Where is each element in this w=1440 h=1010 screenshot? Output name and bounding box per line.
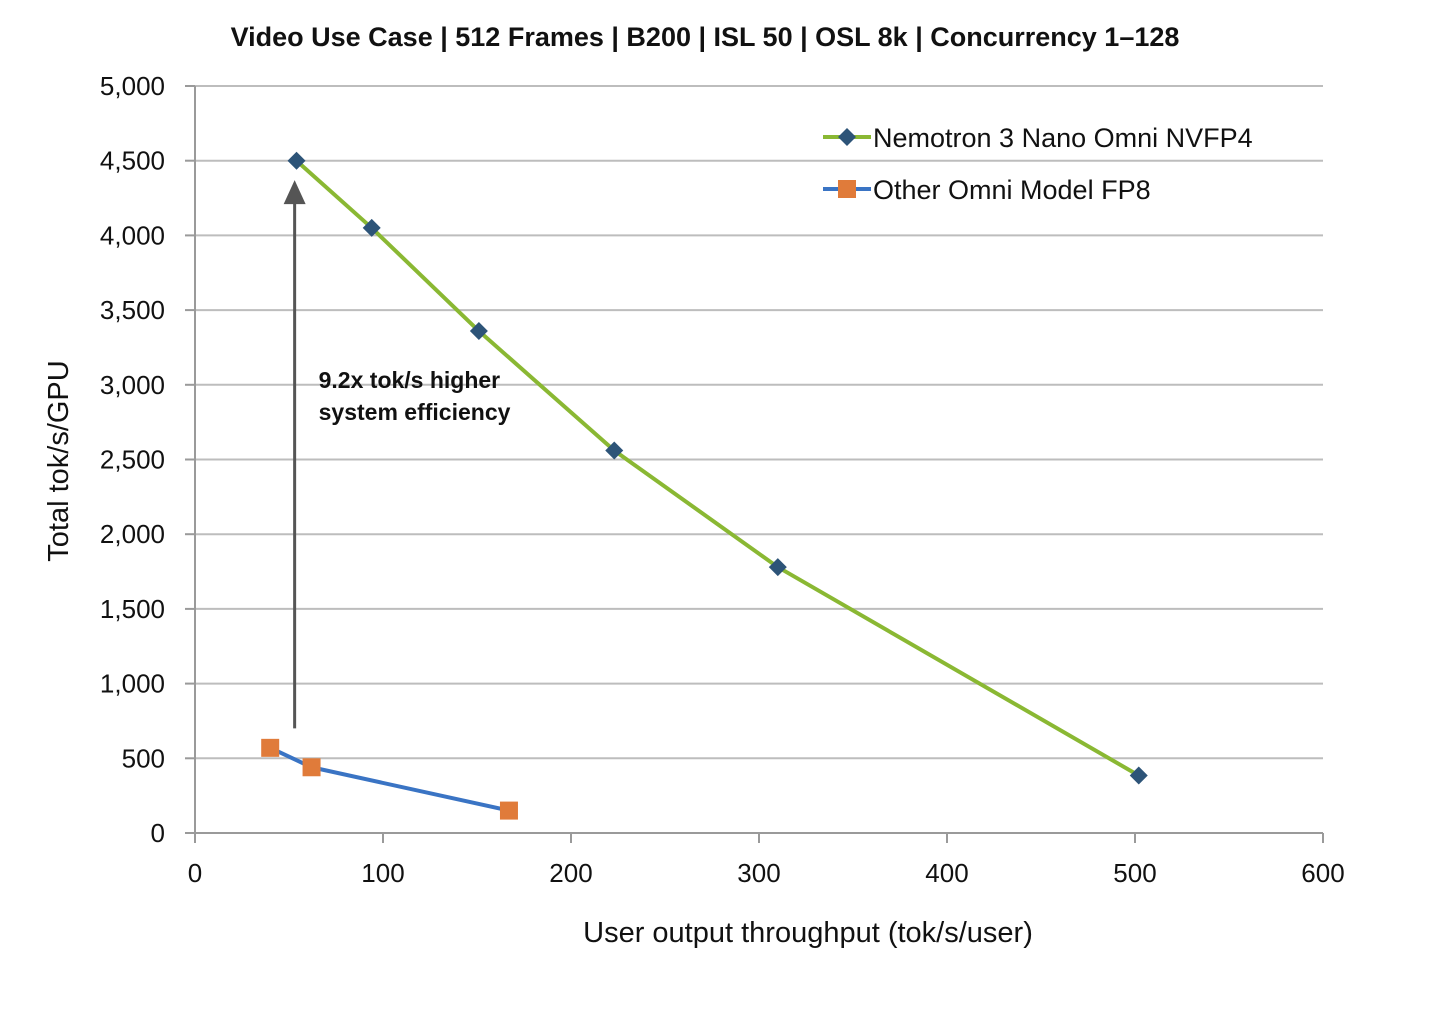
data-point: [768, 558, 787, 577]
x-tick-label: 600: [1301, 858, 1344, 888]
data-point: [261, 738, 280, 757]
data-point: [499, 801, 518, 820]
series-1: [287, 151, 1148, 785]
x-tick-label: 0: [188, 858, 202, 888]
annotation-text-line: 9.2x tok/s higher: [319, 367, 501, 393]
y-tick-label: 3,500: [100, 295, 165, 325]
annotation-text-line: system efficiency: [319, 399, 511, 425]
data-point: [605, 441, 624, 460]
y-tick-label: 5,000: [100, 71, 165, 101]
y-tick-label: 0: [151, 818, 165, 848]
y-tick-labels: 0 500 1,000 1,500 2,000 2,500 3,000 3,500 4,000 4…: [100, 71, 165, 848]
gridlines: [195, 85, 1323, 760]
y-tick-label: 3,000: [100, 370, 165, 400]
y-tick-label: 500: [122, 743, 165, 773]
annotation: 9.2x tok/s higher system efficiency: [283, 180, 511, 729]
y-tick-label: 2,000: [100, 519, 165, 549]
data-point: [362, 218, 381, 237]
data-point: [469, 322, 488, 341]
series-2: [261, 738, 518, 820]
x-tick-label: 500: [1113, 858, 1156, 888]
legend-entry-1: Nemotron 3 Nano Omni NVFP4: [823, 123, 1253, 153]
legend-marker: [838, 128, 856, 146]
y-axis-label: Total tok/s/GPU: [43, 360, 75, 561]
x-tick-label: 300: [737, 858, 780, 888]
x-tick-label: 100: [361, 858, 404, 888]
y-tick-label: 2,500: [100, 445, 165, 475]
series-line: [269, 746, 510, 813]
annotation-arrow-head: [283, 180, 306, 205]
x-tick-label: 200: [549, 858, 592, 888]
legend: Nemotron 3 Nano Omni NVFP4 Other Omni Mod…: [823, 123, 1253, 205]
y-tick-label: 4,000: [100, 220, 165, 250]
x-tick-label: 400: [925, 858, 968, 888]
legend-label: Nemotron 3 Nano Omni NVFP4: [873, 123, 1253, 153]
y-tick-label: 4,500: [100, 146, 165, 176]
chart-title: Video Use Case | 512 Frames | B200 | ISL…: [231, 22, 1180, 52]
data-point: [287, 151, 306, 170]
legend-marker: [838, 180, 856, 198]
data-point: [302, 758, 321, 777]
series: [261, 151, 1148, 820]
series-line: [295, 159, 1140, 778]
axes: [185, 85, 1324, 843]
legend-label: Other Omni Model FP8: [873, 175, 1151, 205]
legend-entry-2: Other Omni Model FP8: [823, 175, 1151, 205]
y-tick-label: 1,500: [100, 594, 165, 624]
y-tick-label: 1,000: [100, 669, 165, 699]
x-axis-label: User output throughput (tok/s/user): [583, 917, 1033, 949]
data-point: [1129, 766, 1148, 785]
x-tick-labels: 0 100 200 300 400 500 600: [188, 858, 1345, 888]
